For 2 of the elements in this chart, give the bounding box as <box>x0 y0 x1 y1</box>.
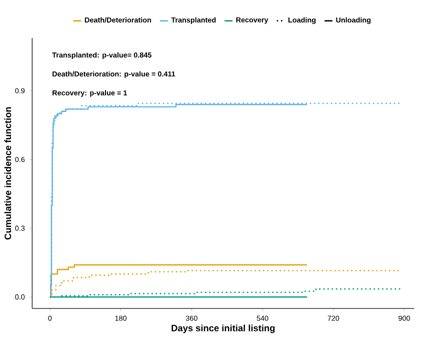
y-axis-title: Cumulative incidence function <box>4 107 12 240</box>
x-axis-title: Days since initial listing <box>172 324 275 334</box>
